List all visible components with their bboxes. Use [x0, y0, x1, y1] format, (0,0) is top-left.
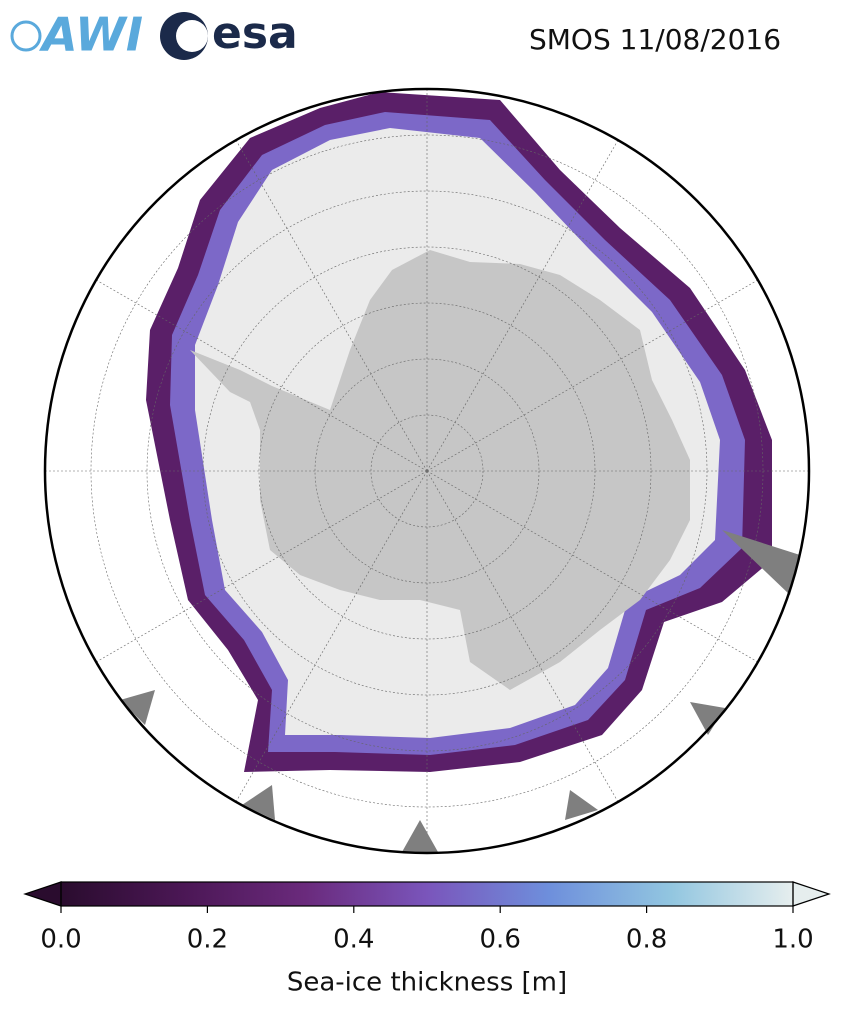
land-mask	[120, 530, 800, 852]
logo-text: AWI	[39, 8, 143, 62]
colorbar-tick-label: 1.0	[772, 925, 813, 955]
colorbar: 0.0 0.2 0.4 0.6 0.8 1.0	[23, 881, 831, 955]
colorbar-tick-label: 0.6	[480, 925, 521, 955]
map-boundary	[43, 87, 811, 855]
colorbar-extend-low	[23, 881, 62, 907]
colorbar-label: Sea-ice thickness [m]	[287, 968, 567, 998]
logo-esa: esa	[160, 8, 298, 60]
map-title: SMOS 11/08/2016	[529, 23, 781, 56]
colorbar-frame	[60, 881, 794, 907]
colorbar-gradient	[61, 882, 793, 906]
map	[45, 89, 809, 853]
antarctica	[190, 250, 690, 690]
colorbar-tick-label: 0.4	[333, 925, 374, 955]
logo-awi: AWI	[10, 8, 143, 62]
colorbar-extend-high	[792, 881, 831, 907]
logo-text: esa	[212, 8, 298, 59]
colorbar-tick-label: 0.2	[187, 925, 228, 955]
graticule	[45, 89, 809, 853]
colorbar-tick-label: 0.8	[626, 925, 667, 955]
colorbar-tick-label: 0.0	[40, 925, 81, 955]
